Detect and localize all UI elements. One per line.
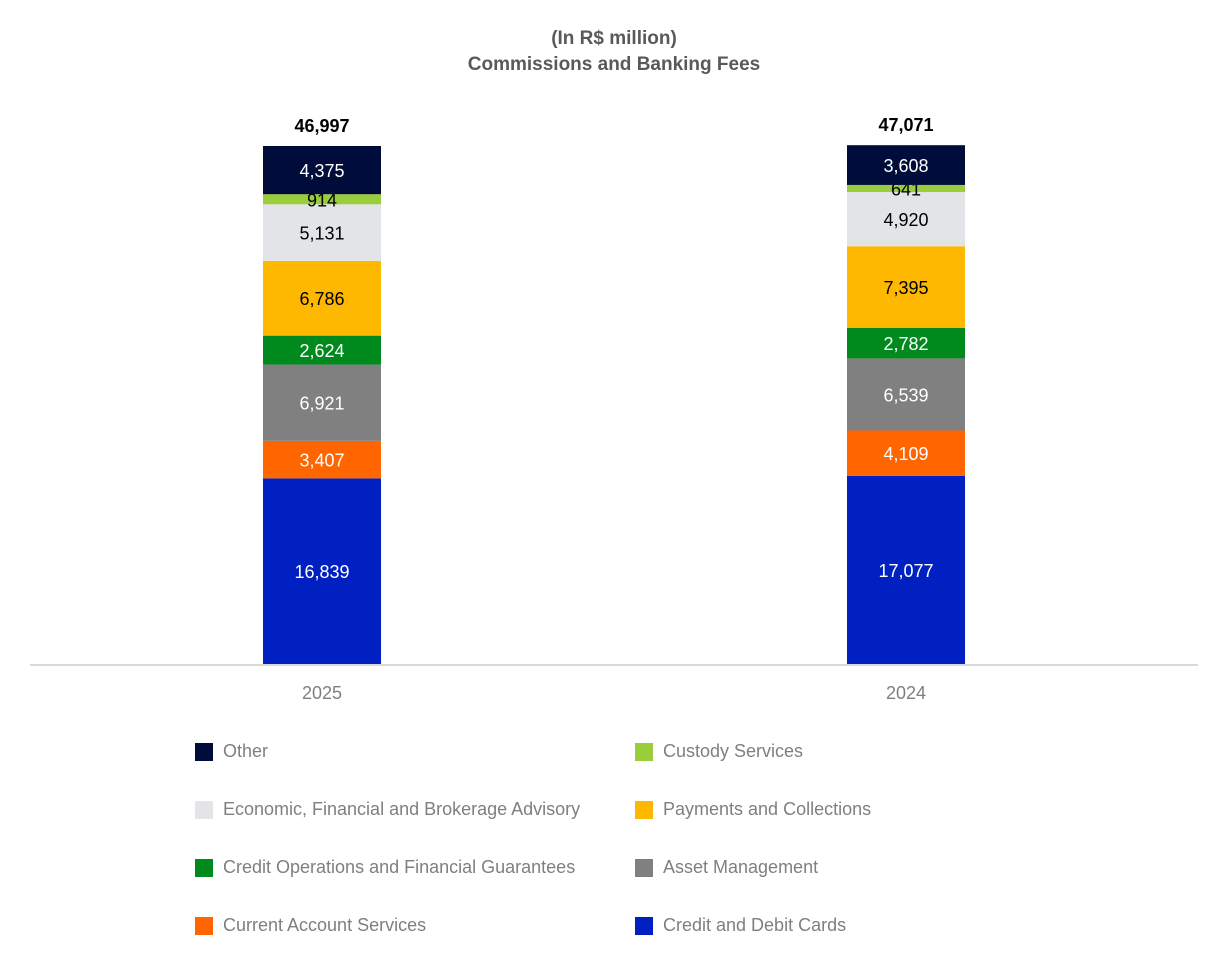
data-label: 17,077 xyxy=(878,561,933,581)
bar-segment xyxy=(263,204,381,261)
data-label: 2,624 xyxy=(299,341,344,361)
total-label: 46,997 xyxy=(294,116,349,136)
total-label: 47,071 xyxy=(878,115,933,135)
data-label: 3,608 xyxy=(883,156,928,176)
bar-segment xyxy=(847,184,965,193)
data-label: 3,407 xyxy=(299,451,344,471)
bar-segment xyxy=(847,246,965,328)
bar-segment xyxy=(847,430,965,476)
data-label: 6,921 xyxy=(299,394,344,414)
data-label: 6,786 xyxy=(299,289,344,309)
bar-segment xyxy=(263,146,381,195)
x-tick-label: 2024 xyxy=(886,683,926,703)
chart-title: (In R$ million) Commissions and Banking … xyxy=(0,26,1228,78)
data-label: 7,395 xyxy=(883,278,928,298)
data-label: 4,109 xyxy=(883,444,928,464)
bar-segment xyxy=(263,260,381,336)
bar-segment xyxy=(847,358,965,431)
data-label: 4,920 xyxy=(883,210,928,230)
data-label: 4,375 xyxy=(299,161,344,181)
bar-segment xyxy=(263,335,381,365)
bar-segment xyxy=(263,440,381,479)
bar-segment xyxy=(263,364,381,441)
data-label: 2,782 xyxy=(883,334,928,354)
x-tick-label: 2025 xyxy=(302,683,342,703)
data-label: 5,131 xyxy=(299,224,344,244)
chart-subtitle-units: (In R$ million) xyxy=(551,28,677,49)
chart-title-text: Commissions and Banking Fees xyxy=(467,54,761,75)
bar-segment xyxy=(263,194,381,205)
bar-segment xyxy=(847,327,965,359)
bar-segment xyxy=(847,475,965,664)
bar-segment xyxy=(847,145,965,185)
data-label: 16,839 xyxy=(294,562,349,582)
data-label: 6,539 xyxy=(883,385,928,405)
bar-segment xyxy=(847,192,965,247)
data-label: 914 xyxy=(307,190,337,210)
bar-segment xyxy=(263,478,381,664)
